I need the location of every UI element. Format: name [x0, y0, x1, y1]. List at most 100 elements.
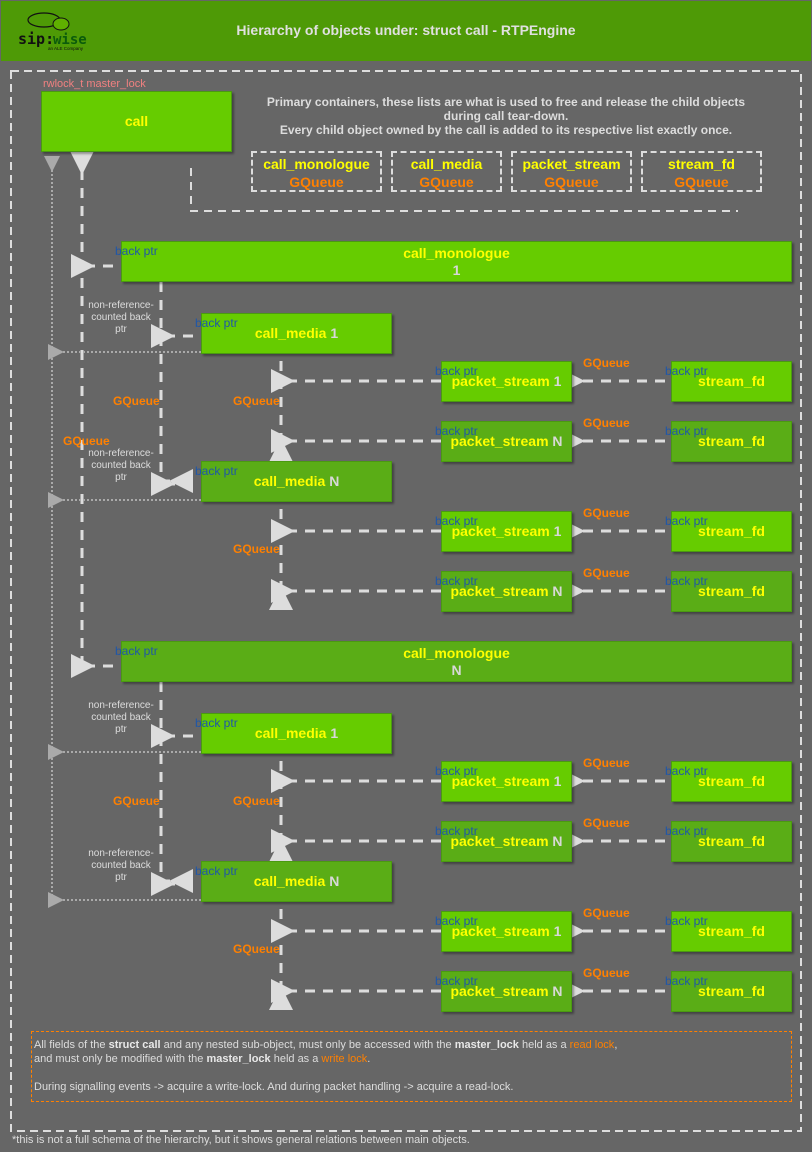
stream-fd-label: stream_fd: [698, 923, 765, 939]
gqueue-label: GQueue: [583, 816, 630, 830]
media-queue-line: [159, 282, 193, 493]
call-media-box: call_media N: [201, 461, 392, 502]
back-ptr-label: back ptr: [665, 574, 708, 588]
stream-fd-label: stream_fd: [698, 433, 765, 449]
stream-fd-box: stream_fd: [671, 821, 792, 862]
containers-link: [190, 168, 738, 212]
packet-stream-box-index: N: [552, 583, 563, 599]
gqueue-label: GQueue: [233, 542, 280, 556]
back-ptr-label: back ptr: [435, 914, 478, 928]
packet-stream-box-label: packet_stream: [451, 373, 550, 389]
gqueue-label: GQueue: [583, 966, 630, 980]
call-media-box: call_media 1: [201, 313, 392, 354]
gqueue-label: GQueue: [233, 794, 280, 808]
packet-stream-box: packet_stream N: [441, 821, 572, 862]
back-ptr-label: back ptr: [115, 644, 158, 658]
locking-rule: During signalling events -> acquire a wr…: [34, 1081, 514, 1093]
stream-fd-box: stream_fd: [671, 511, 792, 552]
stream-fd-label: stream_fd: [698, 983, 765, 999]
packet-stream-box-label: packet_stream: [450, 583, 549, 599]
call-media-box-index: N: [329, 873, 340, 889]
non-ref-back-ptr-label: non-reference-counted back ptr: [88, 300, 154, 335]
note-line: during call tear-down.: [443, 109, 569, 123]
call-label: call: [124, 113, 149, 129]
call-boundary: [10, 70, 802, 1132]
back-ptr-label: back ptr: [435, 974, 478, 988]
packet-stream-box-index: 1: [553, 773, 562, 789]
back-ptr-label: back ptr: [115, 244, 158, 258]
container-type: GQueue: [674, 174, 729, 190]
gqueue-label: GQueue: [583, 356, 630, 370]
container-type: GQueue: [544, 174, 599, 190]
media-queue-line: [159, 682, 193, 893]
gqueue-label: GQueue: [583, 566, 630, 580]
stream-fd-box: stream_fd: [671, 571, 792, 612]
stream-fd-box: stream_fd: [671, 761, 792, 802]
call-monologue-box: call_monologue N: [121, 641, 792, 682]
container-packet-stream: packet_stream GQueue: [511, 151, 632, 192]
container-call-media: call_media GQueue: [391, 151, 502, 192]
note-line: Primary containers, these lists are what…: [266, 95, 746, 109]
gqueue-label: GQueue: [233, 394, 280, 408]
back-ptr-label: back ptr: [195, 716, 238, 730]
call-media-box: call_media N: [201, 861, 392, 902]
packet-stream-box: packet_stream N: [441, 571, 572, 612]
back-ptr-label: back ptr: [665, 914, 708, 928]
stream-fd-label: stream_fd: [698, 773, 765, 789]
diagram-title: Hierarchy of objects under: struct call …: [236, 22, 576, 38]
non-ref-back-ptr-label: non-reference-counted back ptr: [88, 448, 154, 483]
call-monologue-box-index: 1: [452, 261, 461, 278]
packet-stream-box-index: 1: [553, 523, 562, 539]
stream-fd-label: stream_fd: [698, 833, 765, 849]
packet-stream-box: packet_stream 1: [441, 361, 572, 402]
gqueue-label: GQueue: [583, 756, 630, 770]
gqueue-label: GQueue: [583, 906, 630, 920]
container-type: GQueue: [419, 174, 474, 190]
packet-stream-box-label: packet_stream: [451, 773, 550, 789]
back-ptr-label: back ptr: [665, 514, 708, 528]
packet-stream-box-label: packet_stream: [450, 983, 549, 999]
call-media-box-label: call_media: [253, 873, 326, 889]
stream-fd-box: stream_fd: [671, 911, 792, 952]
back-ptr-label: back ptr: [665, 424, 708, 438]
gqueue-label: GQueue: [113, 394, 160, 408]
packet-stream-box-label: packet_stream: [450, 833, 549, 849]
sipwise-logo: sip: wise an ALE Company: [18, 12, 87, 51]
packet-stream-box-index: N: [552, 983, 563, 999]
back-ptr-label: back ptr: [435, 364, 478, 378]
container-name: call_monologue: [263, 156, 370, 172]
back-ptr-label: back ptr: [435, 514, 478, 528]
back-ptr-label: back ptr: [665, 974, 708, 988]
container-name: packet_stream: [522, 156, 621, 172]
call-media-box-index: 1: [330, 725, 339, 741]
container-name: call_media: [410, 156, 483, 172]
stream-fd-label: stream_fd: [698, 373, 765, 389]
container-stream-fd: stream_fd GQueue: [641, 151, 762, 192]
container-name: stream_fd: [668, 156, 735, 172]
packet-stream-box: packet_stream N: [441, 971, 572, 1012]
gqueue-label: GQueue: [583, 506, 630, 520]
back-ptr-label: back ptr: [195, 464, 238, 478]
packet-stream-box-index: N: [552, 433, 563, 449]
footnote: *this is not a full schema of the hierar…: [12, 1134, 470, 1146]
back-ptr-label: back ptr: [435, 574, 478, 588]
back-ptr-label: back ptr: [665, 824, 708, 838]
call-monologue-box-index: N: [451, 661, 462, 678]
packet-stream-box: packet_stream N: [441, 421, 572, 462]
back-ptr-label: back ptr: [665, 764, 708, 778]
call-media-box-label: call_media: [254, 725, 327, 741]
packet-stream-box-label: packet_stream: [451, 923, 550, 939]
master-lock-label: rwlock_t master_lock: [43, 78, 146, 90]
call-box: call: [41, 91, 232, 152]
call-media-box-label: call_media: [254, 325, 327, 341]
packet-stream-box-label: packet_stream: [451, 523, 550, 539]
call-monologue-box-label: call_monologue: [403, 244, 510, 261]
container-call-monologue: call_monologue GQueue: [251, 151, 382, 192]
call-media-box-index: N: [329, 473, 340, 489]
back-ptr-label: back ptr: [665, 364, 708, 378]
back-ptr-label: back ptr: [435, 424, 478, 438]
call-monologue-box-label: call_monologue: [403, 644, 510, 661]
back-ptr-label: back ptr: [435, 764, 478, 778]
stream-fd-label: stream_fd: [698, 583, 765, 599]
